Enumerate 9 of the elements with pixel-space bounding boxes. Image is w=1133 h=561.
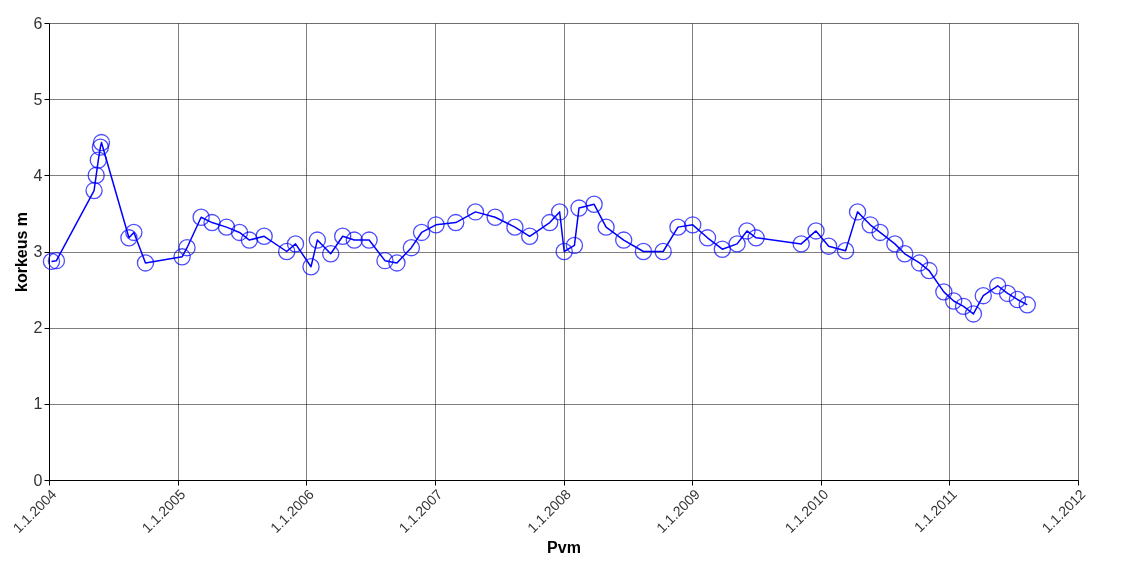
y-tick-label: 4 [33,166,43,184]
y-tick-label: 3 [33,243,43,260]
y-tick-label: 0 [33,471,43,489]
y-tick-label: 2 [33,319,43,337]
y-tick-label: 6 [33,14,43,32]
x-axis-title: Pvm [547,538,581,556]
y-tick-label: 1 [33,395,43,413]
y-axis-title: korkeus m [12,211,30,293]
y-tick-label: 5 [33,90,43,108]
